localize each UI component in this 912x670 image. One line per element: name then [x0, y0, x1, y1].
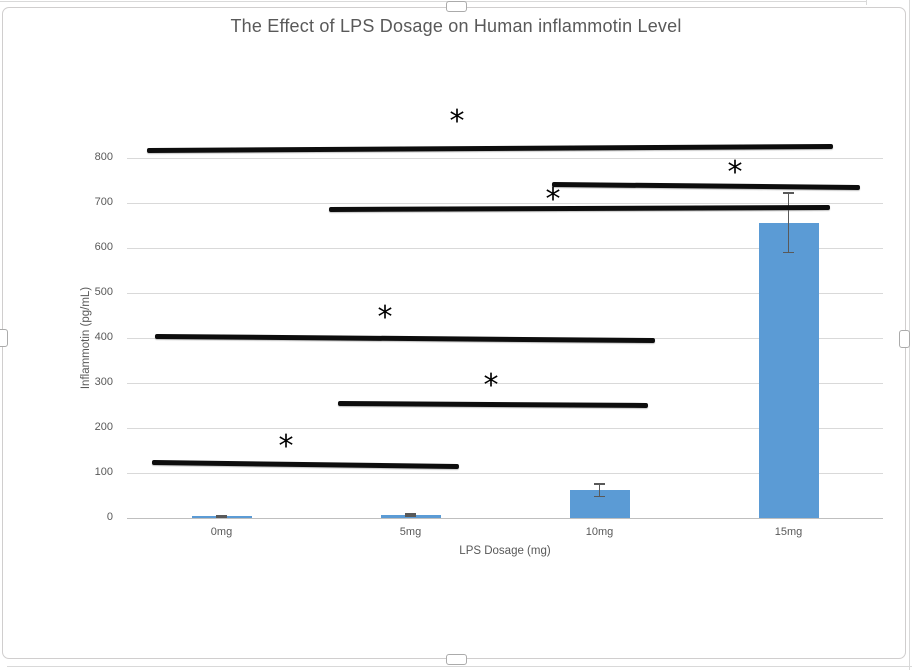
- error-bar-cap-top: [405, 513, 416, 515]
- selection-handle-top[interactable]: [446, 1, 467, 12]
- bar-15mg[interactable]: [758, 222, 819, 518]
- y-tick-label: 0: [106, 511, 113, 523]
- selection-handle-left[interactable]: [0, 329, 8, 347]
- gridline: [127, 293, 883, 294]
- y-tick-label: 100: [94, 466, 113, 478]
- significance-line[interactable]: [328, 204, 831, 212]
- y-tick-label: 600: [94, 241, 113, 253]
- error-bar-cap-top: [783, 192, 794, 194]
- error-bar-cap-bottom: [216, 516, 227, 518]
- error-bar-cap-bottom: [594, 495, 605, 498]
- gridline: [127, 203, 883, 204]
- x-tick-label: 10mg: [585, 526, 614, 538]
- y-tick-label: 400: [94, 331, 113, 343]
- gridline: [127, 473, 883, 474]
- gridline: [127, 383, 883, 384]
- selection-handle-right[interactable]: [899, 330, 910, 348]
- y-tick-label: 800: [94, 151, 113, 163]
- gridline: [127, 428, 883, 429]
- significance-line[interactable]: [551, 181, 861, 190]
- worksheet-gridline-bottom: [7, 666, 912, 667]
- worksheet-gridline-top: [0, 1, 866, 2]
- significance-line[interactable]: [154, 333, 656, 343]
- y-tick-label: 500: [94, 286, 113, 298]
- y-tick-label: 200: [94, 421, 113, 433]
- significance-asterisk[interactable]: *: [483, 367, 499, 403]
- y-tick-label: 300: [94, 376, 113, 388]
- error-bar-cap-bottom: [405, 515, 416, 517]
- worksheet-gridline-tick: [866, 0, 867, 5]
- error-bar-line: [787, 193, 790, 253]
- significance-asterisk[interactable]: *: [449, 103, 465, 139]
- error-bar-cap-bottom: [783, 251, 794, 254]
- gridline: [127, 248, 883, 249]
- error-bar-line: [409, 513, 412, 516]
- error-bar-cap-top: [594, 483, 605, 485]
- y-axis-title[interactable]: Inflammotin (pg/mL): [80, 286, 92, 390]
- gridline: [127, 158, 883, 159]
- error-bar-line: [220, 515, 223, 517]
- significance-asterisk[interactable]: *: [727, 154, 743, 190]
- x-tick-label: 15mg: [774, 526, 803, 538]
- significance-asterisk[interactable]: *: [278, 428, 294, 464]
- x-axis-title[interactable]: LPS Dosage (mg): [459, 545, 551, 557]
- chart-title[interactable]: The Effect of LPS Dosage on Human inflam…: [230, 16, 682, 36]
- significance-line[interactable]: [146, 143, 834, 153]
- y-tick-label: 700: [94, 196, 113, 208]
- error-bar-cap-top: [216, 514, 227, 517]
- significance-line[interactable]: [151, 459, 460, 469]
- significance-asterisk[interactable]: *: [545, 181, 561, 217]
- significance-asterisk[interactable]: *: [377, 299, 393, 335]
- error-bar-line: [598, 483, 601, 497]
- x-tick-label: 5mg: [399, 526, 422, 538]
- selection-handle-bottom[interactable]: [446, 654, 467, 665]
- x-axis-line: [127, 518, 883, 519]
- x-tick-label: 0mg: [210, 526, 233, 538]
